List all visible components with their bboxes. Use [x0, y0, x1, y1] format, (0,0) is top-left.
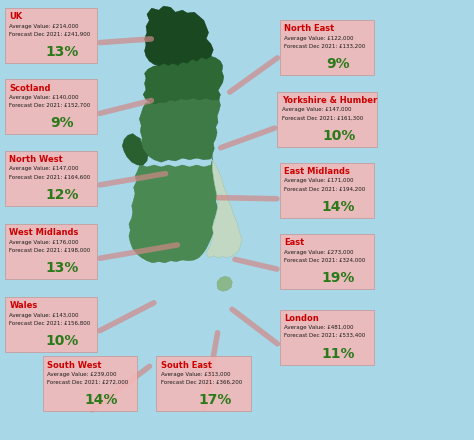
Polygon shape [145, 6, 213, 66]
Text: 13%: 13% [46, 45, 79, 59]
Text: Average Value: £176,000: Average Value: £176,000 [9, 239, 79, 245]
Text: 12%: 12% [46, 188, 79, 202]
Text: Forecast Dec 2021: £533,400: Forecast Dec 2021: £533,400 [284, 333, 365, 338]
FancyBboxPatch shape [156, 356, 251, 411]
FancyBboxPatch shape [5, 297, 97, 352]
Text: East Midlands: East Midlands [284, 167, 350, 176]
Text: 13%: 13% [46, 261, 79, 275]
Polygon shape [122, 134, 148, 165]
Text: Forecast Dec 2021: £366,200: Forecast Dec 2021: £366,200 [161, 380, 242, 385]
Text: Forecast Dec 2021: £133,200: Forecast Dec 2021: £133,200 [284, 44, 365, 49]
Text: Yorkshire & Humber: Yorkshire & Humber [282, 96, 377, 105]
Text: Forecast Dec 2021: £164,600: Forecast Dec 2021: £164,600 [9, 174, 91, 180]
Text: Forecast Dec 2021: £152,700: Forecast Dec 2021: £152,700 [9, 103, 91, 108]
Text: Average Value: £122,000: Average Value: £122,000 [284, 36, 354, 41]
Text: Forecast Dec 2021: £324,000: Forecast Dec 2021: £324,000 [284, 258, 365, 263]
FancyBboxPatch shape [280, 234, 374, 289]
Text: 9%: 9% [50, 116, 74, 130]
Text: Scotland: Scotland [9, 84, 51, 92]
Text: North East: North East [284, 25, 335, 33]
Text: Average Value: £273,000: Average Value: £273,000 [284, 250, 354, 255]
Text: 10%: 10% [322, 128, 356, 143]
FancyBboxPatch shape [43, 356, 137, 411]
Text: Forecast Dec 2021: £156,800: Forecast Dec 2021: £156,800 [9, 321, 91, 326]
FancyBboxPatch shape [5, 224, 97, 279]
Text: South West: South West [47, 360, 102, 370]
Text: Forecast Dec 2021: £272,000: Forecast Dec 2021: £272,000 [47, 380, 128, 385]
Text: Forecast Dec 2021: £241,900: Forecast Dec 2021: £241,900 [9, 32, 91, 37]
Polygon shape [129, 143, 218, 263]
Polygon shape [139, 98, 220, 162]
Polygon shape [217, 276, 232, 291]
Text: Forecast Dec 2021: £194,200: Forecast Dec 2021: £194,200 [284, 187, 365, 191]
Text: East: East [284, 238, 305, 247]
Text: 9%: 9% [327, 57, 350, 71]
Text: South East: South East [161, 360, 212, 370]
Text: Average Value: £147,000: Average Value: £147,000 [282, 107, 352, 112]
FancyBboxPatch shape [280, 310, 374, 365]
Text: Average Value: £239,000: Average Value: £239,000 [47, 372, 117, 377]
Text: 14%: 14% [322, 200, 355, 214]
Polygon shape [206, 160, 242, 257]
FancyBboxPatch shape [277, 92, 377, 147]
Text: Average Value: £171,000: Average Value: £171,000 [284, 179, 354, 183]
FancyBboxPatch shape [5, 80, 97, 135]
Text: 14%: 14% [85, 393, 118, 407]
FancyBboxPatch shape [5, 8, 97, 63]
Text: UK: UK [9, 12, 23, 21]
Text: 11%: 11% [322, 347, 355, 360]
Text: 19%: 19% [322, 271, 355, 285]
Text: Average Value: £214,000: Average Value: £214,000 [9, 24, 79, 29]
FancyBboxPatch shape [280, 20, 374, 75]
Text: 17%: 17% [199, 393, 232, 407]
Text: Forecast Dec 2021: £198,000: Forecast Dec 2021: £198,000 [9, 248, 91, 253]
Text: Forecast Dec 2021: £161,300: Forecast Dec 2021: £161,300 [282, 115, 363, 120]
Text: Average Value: £147,000: Average Value: £147,000 [9, 166, 79, 171]
Text: Average Value: £313,000: Average Value: £313,000 [161, 372, 231, 377]
Text: Average Value: £143,000: Average Value: £143,000 [9, 313, 79, 318]
Text: London: London [284, 314, 319, 323]
FancyBboxPatch shape [5, 151, 97, 206]
Text: West Midlands: West Midlands [9, 228, 79, 237]
Text: Average Value: £140,000: Average Value: £140,000 [9, 95, 79, 100]
FancyBboxPatch shape [280, 163, 374, 218]
Polygon shape [143, 56, 224, 104]
Text: Wales: Wales [9, 301, 38, 311]
Text: 10%: 10% [46, 334, 79, 348]
Text: North West: North West [9, 155, 63, 164]
Text: Average Value: £481,000: Average Value: £481,000 [284, 325, 354, 330]
